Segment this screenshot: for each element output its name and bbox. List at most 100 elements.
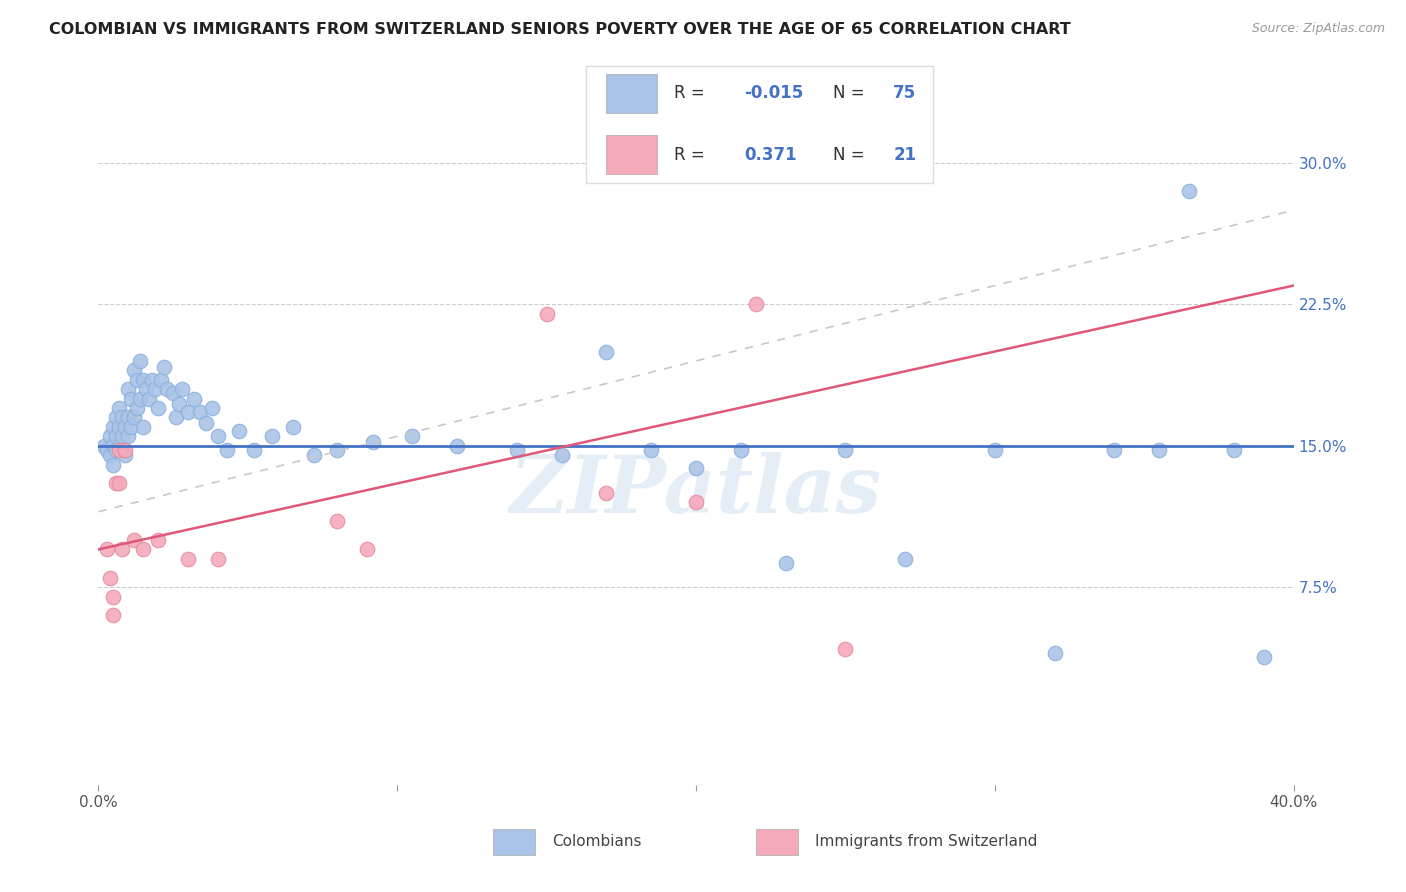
Point xyxy=(834,442,856,457)
Point xyxy=(595,344,617,359)
Point xyxy=(98,429,122,443)
Point xyxy=(129,354,152,368)
Point xyxy=(117,429,139,443)
Point xyxy=(302,448,325,462)
Point xyxy=(207,429,229,443)
Point xyxy=(685,495,707,509)
Point xyxy=(1104,442,1126,457)
Point xyxy=(188,405,211,419)
Point xyxy=(148,401,170,415)
Point xyxy=(195,416,218,430)
Point xyxy=(103,439,125,453)
Point xyxy=(111,429,134,443)
Point xyxy=(124,533,146,547)
Point xyxy=(356,542,378,557)
Point xyxy=(108,442,131,457)
Point xyxy=(201,401,224,415)
Point xyxy=(281,420,304,434)
Point xyxy=(93,439,115,453)
Point xyxy=(105,429,128,443)
Point xyxy=(103,590,125,604)
Point xyxy=(132,542,155,557)
Text: Source: ZipAtlas.com: Source: ZipAtlas.com xyxy=(1251,22,1385,36)
Text: Colombians: Colombians xyxy=(553,834,643,849)
Point xyxy=(156,382,179,396)
Point xyxy=(401,429,423,443)
Text: COLOMBIAN VS IMMIGRANTS FROM SWITZERLAND SENIORS POVERTY OVER THE AGE OF 65 CORR: COLOMBIAN VS IMMIGRANTS FROM SWITZERLAND… xyxy=(49,22,1071,37)
Text: 21: 21 xyxy=(893,145,917,164)
Point xyxy=(172,382,194,396)
Text: 75: 75 xyxy=(893,84,917,103)
Point xyxy=(117,410,139,425)
Point xyxy=(132,420,155,434)
Point xyxy=(685,461,707,475)
Point xyxy=(120,392,142,406)
Point xyxy=(506,442,529,457)
Point xyxy=(536,307,558,321)
Point xyxy=(124,410,146,425)
Point xyxy=(98,571,122,585)
Point xyxy=(167,397,190,411)
Point xyxy=(984,442,1007,457)
Point xyxy=(103,420,125,434)
Point xyxy=(129,392,152,406)
Point xyxy=(640,442,662,457)
Point xyxy=(595,486,617,500)
Point xyxy=(105,476,128,491)
Text: 0.371: 0.371 xyxy=(744,145,796,164)
Point xyxy=(127,401,149,415)
Point xyxy=(215,442,238,457)
Point xyxy=(228,424,250,438)
Point xyxy=(143,382,166,396)
Point xyxy=(550,448,572,462)
Point xyxy=(207,551,229,566)
Point xyxy=(120,420,142,434)
Point xyxy=(103,608,125,623)
Point xyxy=(162,386,184,401)
FancyBboxPatch shape xyxy=(494,830,534,855)
Point xyxy=(114,420,136,434)
Point xyxy=(111,410,134,425)
Point xyxy=(114,442,136,457)
Point xyxy=(111,442,134,457)
Point xyxy=(105,442,128,457)
Point xyxy=(243,442,266,457)
Point xyxy=(138,392,160,406)
Text: N =: N = xyxy=(834,145,865,164)
Point xyxy=(108,420,131,434)
Point xyxy=(363,434,385,449)
Point xyxy=(103,458,125,472)
Point xyxy=(834,642,856,657)
FancyBboxPatch shape xyxy=(606,136,657,174)
Point xyxy=(96,442,118,457)
Point xyxy=(148,533,170,547)
Point xyxy=(111,542,134,557)
Text: R =: R = xyxy=(675,84,706,103)
Point xyxy=(183,392,205,406)
Point xyxy=(165,410,187,425)
Point xyxy=(135,382,157,396)
Point xyxy=(132,373,155,387)
Text: N =: N = xyxy=(834,84,865,103)
Point xyxy=(108,401,131,415)
Point xyxy=(745,297,768,311)
FancyBboxPatch shape xyxy=(756,830,797,855)
Point xyxy=(153,359,176,374)
Point xyxy=(177,551,200,566)
Point xyxy=(446,439,468,453)
FancyBboxPatch shape xyxy=(606,74,657,112)
Point xyxy=(894,551,917,566)
Point xyxy=(177,405,200,419)
Point xyxy=(114,448,136,462)
Text: R =: R = xyxy=(675,145,706,164)
Point xyxy=(1178,185,1201,199)
Point xyxy=(1253,649,1275,664)
Text: -0.015: -0.015 xyxy=(744,84,803,103)
Point xyxy=(1043,646,1066,660)
Point xyxy=(117,382,139,396)
Point xyxy=(1223,442,1246,457)
Text: ZIPatlas: ZIPatlas xyxy=(510,452,882,529)
Point xyxy=(150,373,173,387)
Point xyxy=(124,363,146,377)
Point xyxy=(1147,442,1170,457)
